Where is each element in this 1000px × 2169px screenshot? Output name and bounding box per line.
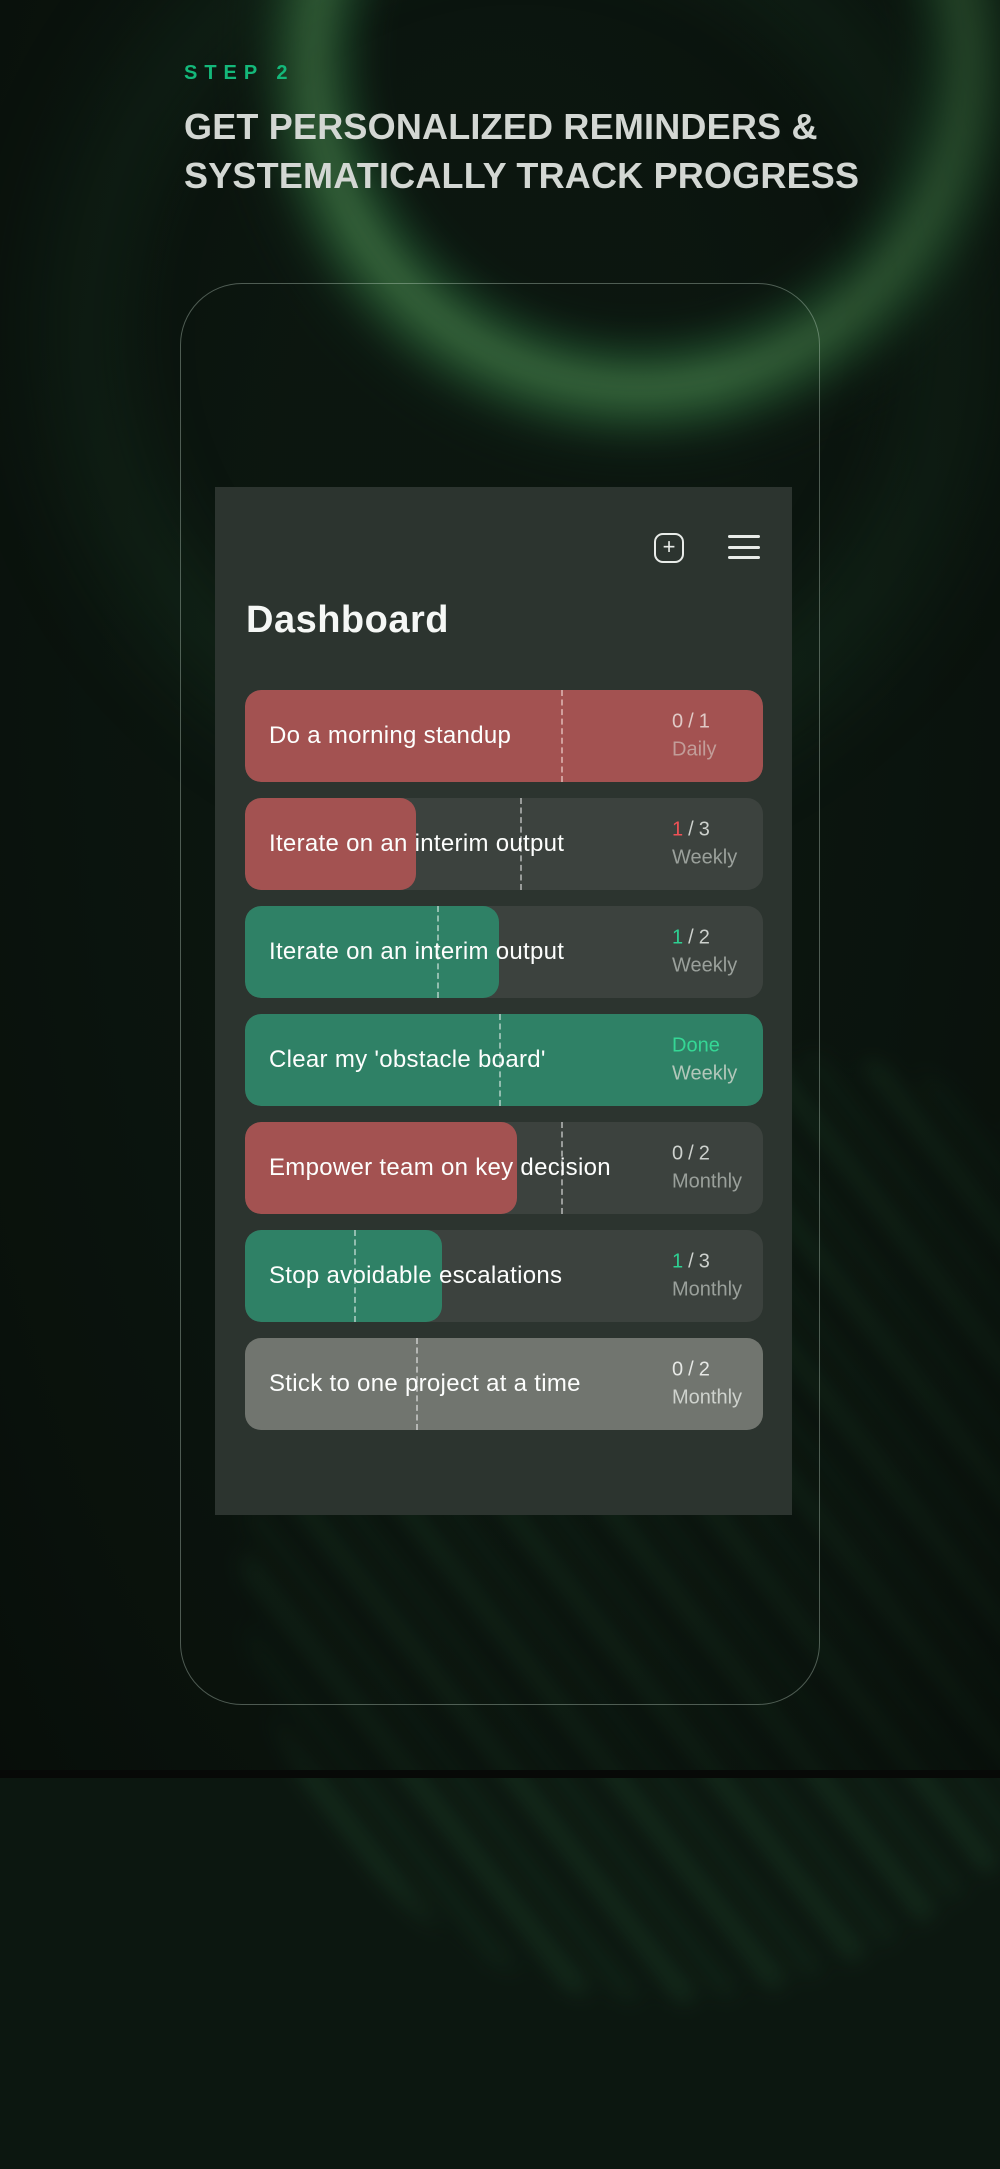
habit-target-value: 2 [698,926,710,949]
habit-current-value: 0 [672,710,684,733]
habit-list: Do a morning standup 0/1 Daily Iterate o… [245,690,763,1446]
habit-row[interactable]: Stop avoidable escalations 1/3 Monthly [245,1230,763,1322]
habit-target-marker [560,1122,563,1214]
habit-fraction: 1/2 [672,927,737,950]
phone-outline [180,283,820,1705]
habit-label: Do a morning standup [269,722,512,749]
habit-label: Clear my 'obstacle board' [269,1046,546,1073]
habit-stats: 1/3 Monthly [672,1251,742,1302]
habit-target-value: 2 [698,1142,710,1165]
section-title-line2: SYSTEMATICALLY TRACK PROGRESS [184,155,860,196]
habit-fraction-separator: / [688,1358,694,1381]
habit-fraction-separator: / [688,1142,694,1165]
habit-target-marker [560,690,563,782]
habit-current-value: Done [672,1034,720,1057]
habit-target-value: 3 [698,818,710,841]
habit-progress-fill [245,798,416,890]
plus-icon: + [662,534,676,559]
section-header: STEP 2 GET PERSONALIZED REMINDERS & SYST… [184,62,859,200]
habit-fraction: 0/2 [672,1143,742,1166]
habit-progress-fill [245,1122,517,1214]
step-label: STEP 2 [184,62,295,84]
menu-button[interactable] [728,535,760,559]
page-title: Dashboard [246,599,449,641]
hamburger-menu-icon [728,556,760,559]
habit-label: Iterate on an interim output [269,830,565,857]
habit-stats: 0/2 Monthly [672,1359,742,1410]
habit-progress-fill [245,1230,442,1322]
habit-period: Weekly [672,1062,738,1085]
hamburger-menu-icon [728,545,760,549]
habit-fraction-separator: / [688,1250,694,1273]
habit-stats: 0/1 Daily [672,711,716,762]
habit-fraction: 0/1 [672,711,716,734]
habit-row[interactable]: Clear my 'obstacle board' Done Weekly [245,1014,763,1106]
habit-fraction-separator: / [688,710,694,733]
habit-fraction: 0/2 [672,1359,742,1382]
dashboard-card: + Dashboard Do a morning standup 0/1 Dai… [215,487,792,1515]
habit-period: Daily [672,738,717,761]
habit-row[interactable]: Iterate on an interim output 1/2 Weekly [245,906,763,998]
habit-label: Empower team on key decision [269,1154,611,1181]
habit-label: Iterate on an interim output [269,938,565,965]
habit-row[interactable]: Do a morning standup 0/1 Daily [245,690,763,782]
hamburger-menu-icon [728,535,760,538]
habit-fraction: 1/3 [672,819,737,842]
habit-current-value: 1 [672,1250,684,1273]
habit-stats: 0/2 Monthly [672,1143,742,1194]
habit-period: Monthly [672,1278,743,1301]
habit-current-value: 0 [672,1358,684,1381]
habit-row[interactable]: Empower team on key decision 0/2 Monthly [245,1122,763,1214]
habit-target-marker [353,1230,356,1322]
habit-target-marker [519,798,522,890]
habit-fraction-separator: / [688,818,694,841]
habit-progress-fill [245,1014,763,1106]
habit-period: Monthly [672,1170,743,1193]
habit-current-value: 1 [672,926,684,949]
habit-target-value: 3 [698,1250,710,1273]
habit-fraction: 1/3 [672,1251,742,1274]
habit-fraction: Done [672,1035,737,1058]
habit-target-marker [415,1338,418,1430]
habit-target-marker [498,1014,501,1106]
habit-fraction-separator: / [688,926,694,949]
habit-stats: 1/3 Weekly [672,819,737,870]
habit-period: Weekly [672,846,738,869]
habit-target-value: 2 [698,1358,710,1381]
habit-row[interactable]: Iterate on an interim output 1/3 Weekly [245,798,763,890]
habit-current-value: 0 [672,1142,684,1165]
habit-stats: 1/2 Weekly [672,927,737,978]
habit-row[interactable]: Stick to one project at a time 0/2 Month… [245,1338,763,1430]
section-title: GET PERSONALIZED REMINDERS & SYSTEMATICA… [184,102,859,200]
bottom-edge [0,1770,1000,1778]
habit-period: Weekly [672,954,738,977]
habit-stats: Done Weekly [672,1035,737,1086]
habit-target-value: 1 [698,710,710,733]
habit-label: Stop avoidable escalations [269,1262,563,1289]
section-title-line1: GET PERSONALIZED REMINDERS & [184,106,818,147]
habit-progress-fill [245,906,499,998]
habit-label: Stick to one project at a time [269,1370,581,1397]
add-habit-button[interactable]: + [654,533,684,563]
habit-current-value: 1 [672,818,684,841]
habit-target-marker [436,906,439,998]
habit-progress-fill [245,690,763,782]
habit-period: Monthly [672,1386,743,1409]
